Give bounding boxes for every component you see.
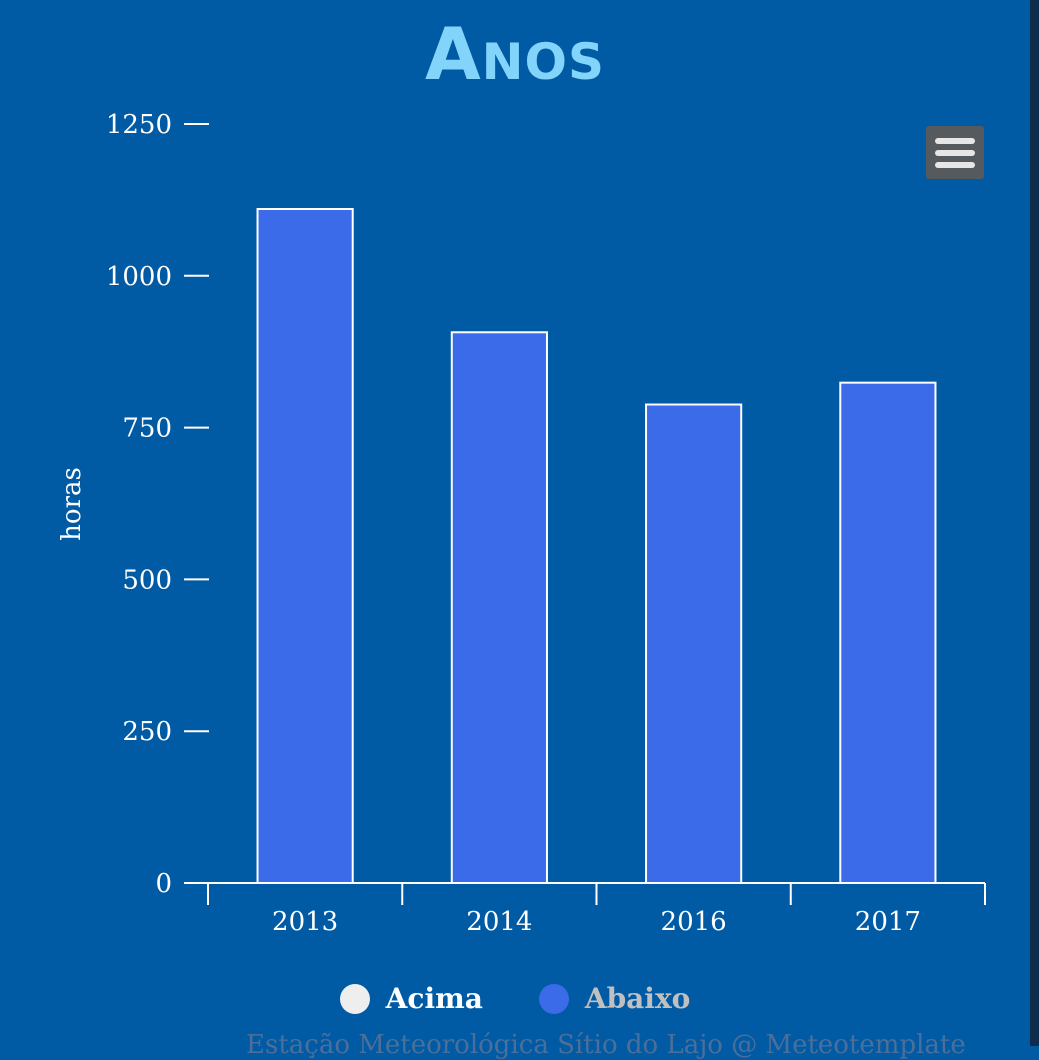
x-tick-label: 2016 xyxy=(661,907,727,937)
window-edge xyxy=(1030,0,1039,1046)
legend-label-abaixo: Abaixo xyxy=(584,982,691,1015)
hamburger-menu-icon-line xyxy=(935,149,975,156)
bars xyxy=(256,208,937,884)
x-axis: 2013 2014 2016 2017 xyxy=(207,882,986,937)
footer-credit: Estação Meteorológica Sítio do Lajo @ Me… xyxy=(246,1030,966,1060)
y-tick-label: 1250 xyxy=(106,110,172,140)
x-tick-label: 2013 xyxy=(272,907,338,937)
y-axis-label: horas xyxy=(57,467,87,541)
x-tick-label: 2017 xyxy=(855,907,921,937)
chart-menu-button[interactable] xyxy=(926,126,984,179)
y-tick-label: 500 xyxy=(122,565,172,595)
y-axis: 0 250 500 750 1000 1250 xyxy=(106,110,209,899)
legend-marker-acima xyxy=(339,983,370,1014)
legend: Acima Abaixo xyxy=(0,982,1030,1015)
legend-label-acima: Acima xyxy=(385,982,483,1015)
hamburger-menu-icon-line xyxy=(935,161,975,168)
y-tick-label: 750 xyxy=(122,414,172,444)
bar-chart: 0 250 500 750 1000 1250 2013 2014 2016 2017 hora… xyxy=(57,110,986,937)
chart-title: Anos xyxy=(424,12,606,96)
legend-marker-abaixo xyxy=(538,983,569,1014)
bar-2013 xyxy=(256,208,354,884)
hamburger-menu-icon xyxy=(935,137,975,144)
y-tick-label: 1000 xyxy=(106,262,172,292)
x-tick-label: 2014 xyxy=(466,907,532,937)
bar-2016 xyxy=(645,403,743,884)
legend-item-acima[interactable]: Acima xyxy=(339,982,483,1015)
bar-2017 xyxy=(839,381,937,884)
legend-item-abaixo[interactable]: Abaixo xyxy=(538,982,691,1015)
y-tick-label: 250 xyxy=(122,717,172,747)
y-tick-label: 0 xyxy=(155,869,172,899)
bar-2014 xyxy=(450,331,548,884)
